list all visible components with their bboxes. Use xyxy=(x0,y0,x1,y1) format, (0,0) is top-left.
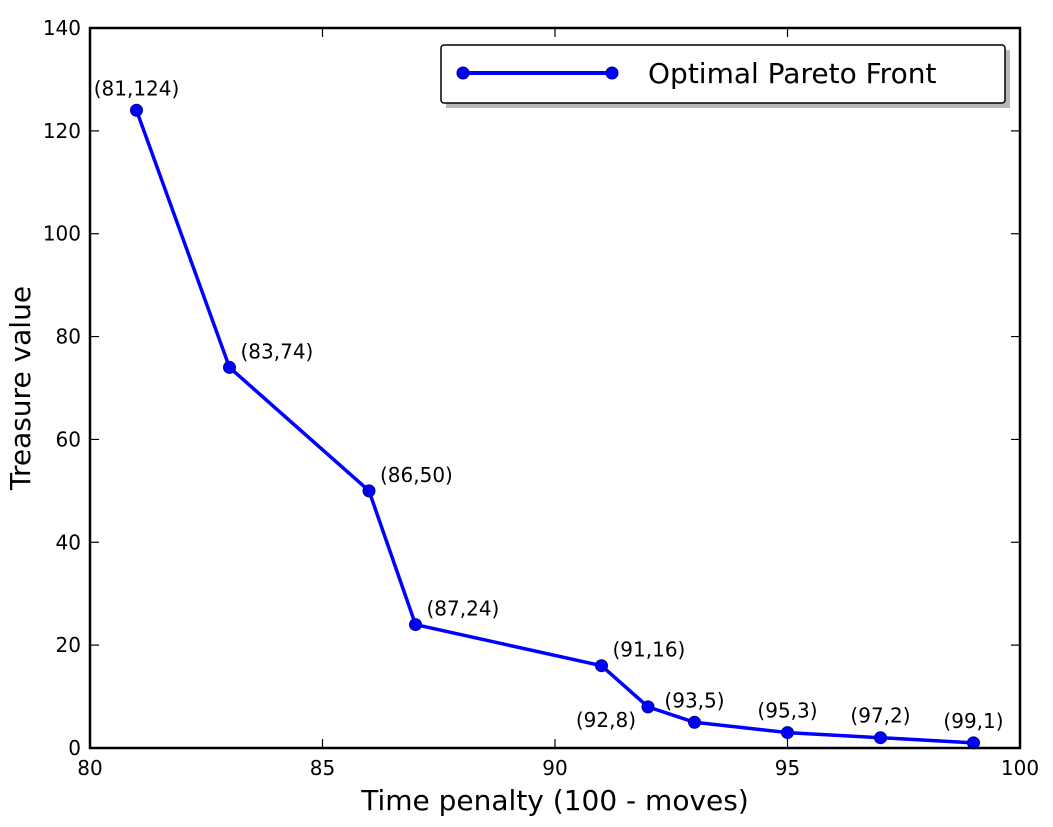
y-tick-label: 60 xyxy=(56,427,81,451)
point-annotation: (91,16) xyxy=(613,638,686,662)
annotation-layer: (81,124) (83,74) (86,50) (87,24) (91,16) (92,… xyxy=(94,76,1004,733)
point-annotation: (99,1) xyxy=(943,709,1003,733)
legend-label: Optimal Pareto Front xyxy=(648,57,936,90)
ticks-layer: 80 85 90 95 100 0 20 40 60 80 100 120 140 xyxy=(43,16,1039,780)
y-tick-label: 120 xyxy=(43,119,81,143)
series-layer xyxy=(130,103,980,750)
x-tick-label: 100 xyxy=(1001,756,1039,780)
data-point xyxy=(874,731,887,745)
point-annotation: (97,2) xyxy=(850,704,910,728)
legend: Optimal Pareto Front xyxy=(440,44,1010,108)
x-tick-label: 90 xyxy=(542,756,567,780)
y-tick-label: 80 xyxy=(56,325,81,349)
x-axis-label: Time penalty (100 - moves) xyxy=(360,784,749,817)
point-annotation: (83,74) xyxy=(241,339,314,363)
data-point xyxy=(688,715,701,729)
y-tick-label: 40 xyxy=(56,530,81,554)
data-point xyxy=(409,618,422,632)
y-tick-label: 0 xyxy=(68,736,81,760)
data-point xyxy=(362,484,376,498)
plot-background xyxy=(90,28,1020,748)
data-point xyxy=(223,360,236,374)
point-annotation: (81,124) xyxy=(94,76,180,100)
y-tick-label: 100 xyxy=(43,222,81,246)
legend-box xyxy=(440,44,1006,104)
x-tick-label: 80 xyxy=(77,756,102,780)
point-annotation: (92,8) xyxy=(576,708,636,732)
point-annotation: (87,24) xyxy=(427,597,500,621)
x-tick-label: 95 xyxy=(775,756,800,780)
point-annotation: (93,5) xyxy=(664,688,724,712)
y-tick-label: 20 xyxy=(56,633,81,657)
point-annotation: (95,3) xyxy=(757,699,817,723)
point-annotation: (86,50) xyxy=(380,463,453,487)
x-tick-label: 85 xyxy=(310,756,335,780)
series-line xyxy=(134,109,974,745)
data-point xyxy=(130,103,143,117)
y-tick-label: 140 xyxy=(43,16,81,40)
legend-marker-left xyxy=(456,66,470,80)
data-point xyxy=(641,700,655,714)
data-point xyxy=(781,726,794,740)
legend-marker-right xyxy=(605,66,619,80)
plot-frame xyxy=(88,26,1022,750)
y-axis-label: Treasure value xyxy=(4,286,37,491)
data-point xyxy=(595,659,608,673)
